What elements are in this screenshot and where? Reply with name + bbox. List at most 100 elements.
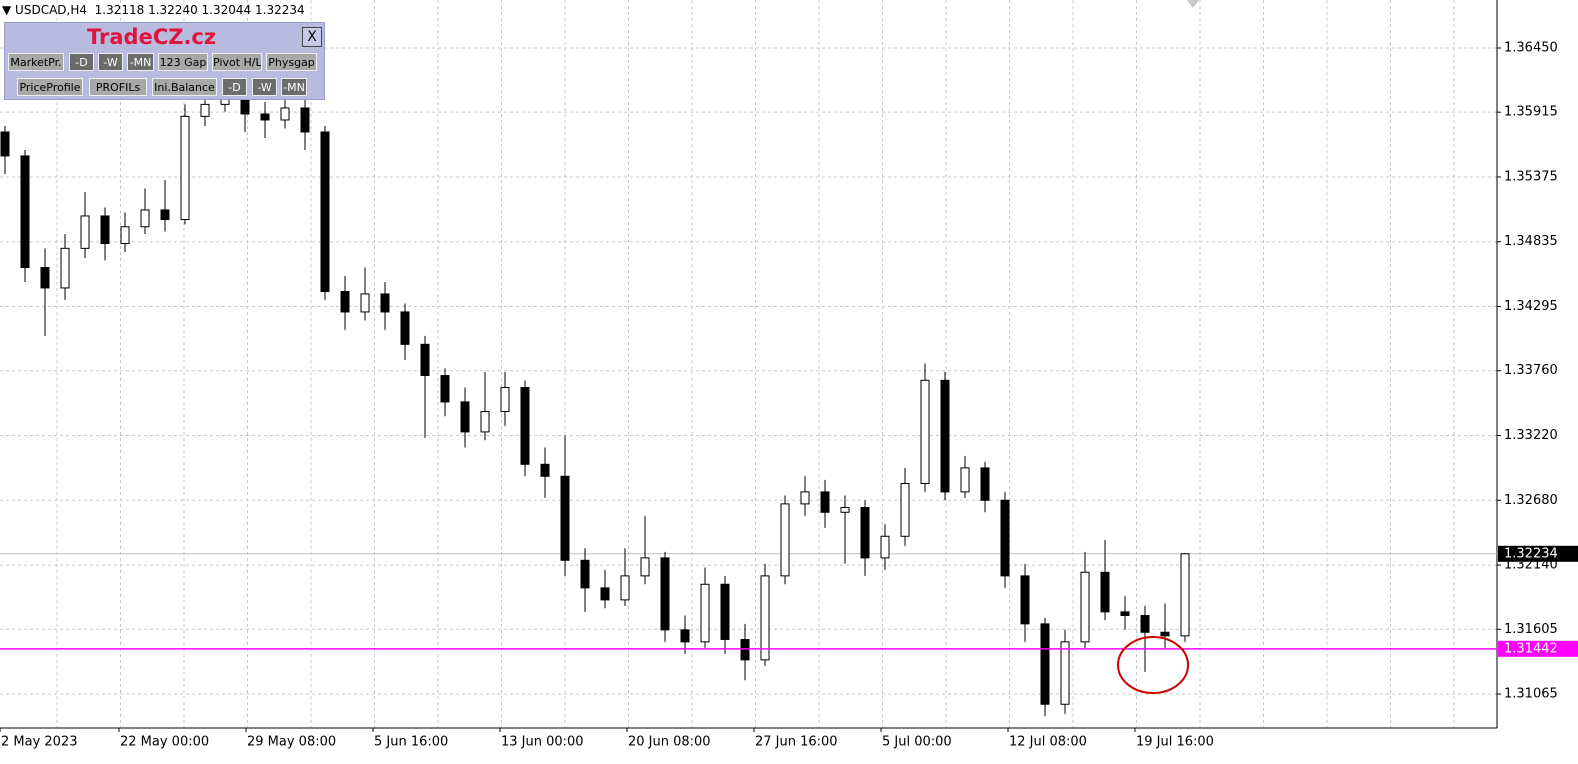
y-tick-label: 1.34295 — [1504, 299, 1558, 314]
candle-body — [940, 379, 950, 493]
candle-body — [1040, 623, 1050, 705]
x-tick-label: 22 May 00:00 — [120, 735, 209, 750]
x-tick-label: 20 Jun 08:00 — [628, 735, 711, 750]
x-tick-label: 12 Jul 08:00 — [1009, 735, 1087, 750]
last_price-box — [1498, 545, 1578, 562]
candle-body — [80, 215, 90, 249]
candle-body — [820, 491, 830, 513]
quote: 1.32240 — [148, 3, 198, 17]
candle-body — [1160, 631, 1170, 637]
candle-body — [320, 131, 330, 293]
candle-body — [540, 463, 550, 477]
candle-body — [780, 503, 790, 577]
candle-body — [1080, 571, 1090, 643]
candle-body — [380, 293, 390, 313]
y-tick-label: 1.35375 — [1504, 169, 1558, 184]
y-tick-label: 1.33220 — [1504, 428, 1558, 443]
candle-body — [180, 115, 190, 221]
button[interactable]: -MN — [127, 53, 154, 71]
quote: 1.32234 — [255, 3, 305, 17]
y-tick-label: 1.33760 — [1504, 363, 1558, 378]
candle-body — [1120, 611, 1130, 616]
candle-body — [280, 107, 290, 121]
candle-body — [560, 475, 570, 561]
candle-body — [300, 107, 310, 133]
candle-body — [20, 155, 30, 269]
candle-body — [920, 379, 930, 484]
candle-body — [440, 375, 450, 403]
button[interactable]: -MN — [281, 78, 307, 96]
x-tick-label: 19 Jul 16:00 — [1136, 735, 1214, 750]
y-tick-label: 1.31065 — [1504, 687, 1558, 702]
button[interactable]: -D — [69, 53, 94, 71]
candle-body — [400, 311, 410, 345]
last_price-label: 1.32234 — [1504, 546, 1558, 561]
candle-body — [860, 506, 870, 559]
button[interactable]: -W — [98, 53, 123, 71]
button[interactable]: MarketPr. — [8, 53, 64, 71]
candle-body — [700, 583, 710, 643]
candle-body — [480, 411, 490, 433]
candle-body — [640, 557, 650, 577]
candle-body — [120, 226, 130, 245]
candle-body — [160, 209, 170, 221]
candle-body — [460, 401, 470, 433]
candle-body — [1000, 499, 1010, 577]
candle-body — [340, 291, 350, 313]
x-tick-label: 27 Jun 16:00 — [755, 735, 838, 750]
candle-body — [960, 467, 970, 493]
y-tick-label: 1.36450 — [1504, 40, 1558, 55]
candle-body — [40, 267, 50, 289]
candle-body — [200, 103, 210, 117]
candle-body — [60, 247, 70, 289]
candle-body — [900, 482, 910, 537]
x-tick-label: 5 Jun 16:00 — [374, 735, 448, 750]
candle-body — [880, 535, 890, 559]
x-tick-label: 5 Jul 00:00 — [882, 735, 952, 750]
tool-panel: TradeCZ.cz X MarketPr. -D -W -MN 123 Gap… — [4, 22, 325, 100]
button[interactable]: -D — [222, 78, 247, 96]
button[interactable]: PROFILs — [89, 78, 147, 96]
candle-body — [140, 209, 150, 228]
candle-body — [580, 559, 590, 589]
candle-body — [740, 638, 750, 661]
candle-body — [1100, 571, 1110, 613]
button[interactable]: Ini.Balance — [152, 78, 217, 96]
candle-body — [800, 491, 810, 505]
chart-header: ▼ USDCAD,H4 1.32118 1.32240 1.32044 1.32… — [2, 3, 305, 17]
candle-body — [1020, 575, 1030, 625]
y-tick-label: 1.32680 — [1504, 493, 1558, 508]
button[interactable]: Physgap — [266, 53, 317, 71]
candle-body — [0, 131, 10, 157]
close-button[interactable]: X — [302, 27, 322, 47]
marker — [1187, 0, 1199, 8]
level-label: 1.31442 — [1504, 641, 1558, 656]
y-tick-label: 1.34835 — [1504, 234, 1558, 249]
button[interactable]: 123 Gap — [158, 53, 208, 71]
candle-body — [840, 506, 850, 513]
annotation-circle — [1117, 636, 1189, 694]
button[interactable]: -W — [252, 78, 277, 96]
candle-body — [520, 387, 530, 465]
panel-title: TradeCZ.cz — [87, 25, 217, 49]
candle-body — [760, 575, 770, 661]
y-tick-label: 1.31605 — [1504, 622, 1558, 637]
symbol: USDCAD,H4 — [15, 3, 87, 17]
candle-body — [600, 587, 610, 601]
x-tick-label: 13 Jun 00:00 — [501, 735, 584, 750]
level-box — [1498, 640, 1578, 657]
candle-body — [660, 557, 670, 631]
candle-body — [260, 113, 270, 121]
button[interactable]: PriceProfile — [17, 78, 83, 96]
candle-body — [680, 629, 690, 643]
candle-body — [720, 583, 730, 640]
candle-body — [100, 215, 110, 245]
x-tick-label: 2 May 2023 — [1, 735, 78, 750]
candle-body — [1180, 553, 1190, 637]
candle-body — [620, 575, 630, 601]
candle-body — [1060, 641, 1070, 705]
quote: 1.32118 — [94, 3, 145, 17]
button[interactable]: Pivot H/L — [212, 53, 262, 71]
